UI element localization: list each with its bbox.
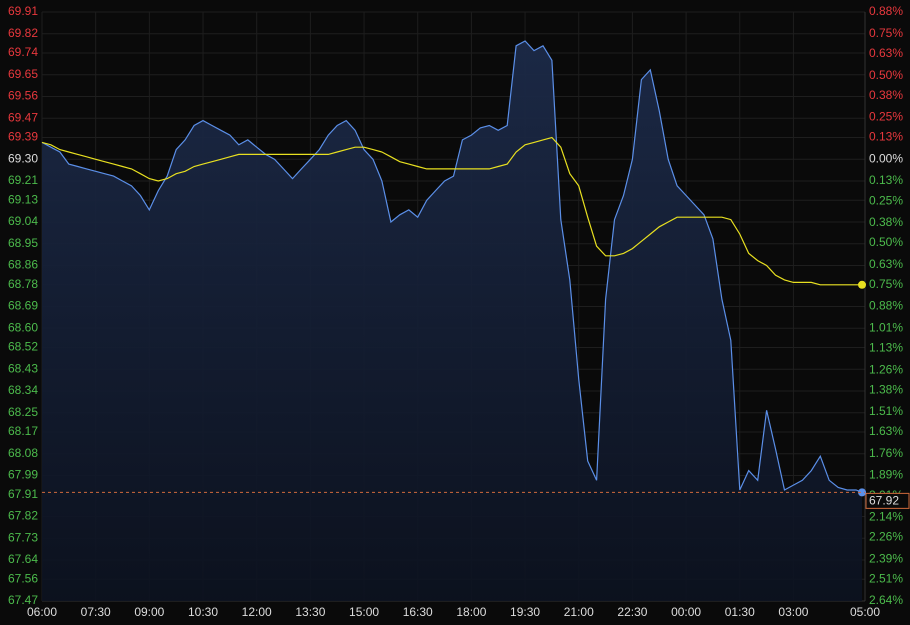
x-tick-label: 21:00	[564, 605, 594, 619]
y2-tick-label: 0.25%	[869, 110, 903, 124]
y-tick-label: 69.21	[8, 173, 38, 187]
y2-tick-label: 2.51%	[869, 571, 903, 585]
y-tick-label: 68.69	[8, 299, 38, 313]
y-tick-label: 69.74	[8, 45, 38, 59]
y-tick-label: 69.13	[8, 192, 38, 206]
y-tick-label: 68.95	[8, 236, 38, 250]
y-tick-label: 69.39	[8, 130, 38, 144]
y2-tick-label: 0.88%	[869, 4, 903, 18]
y2-tick-label: 2.26%	[869, 530, 903, 544]
y-tick-label: 68.43	[8, 361, 38, 375]
y2-tick-label: 0.13%	[869, 173, 903, 187]
y-tick-label: 68.60	[8, 320, 38, 334]
y2-tick-label: 0.50%	[869, 68, 903, 82]
y2-tick-label: 0.00%	[869, 151, 903, 165]
y2-tick-label: 0.50%	[869, 235, 903, 249]
y2-tick-label: 0.25%	[869, 193, 903, 207]
y-tick-label: 69.65	[8, 67, 38, 81]
y-tick-label: 67.64	[8, 552, 38, 566]
y2-tick-label: 0.88%	[869, 299, 903, 313]
y-tick-label: 67.91	[8, 487, 38, 501]
y2-tick-label: 1.63%	[869, 424, 903, 438]
y2-tick-label: 0.75%	[869, 277, 903, 291]
y2-tick-label: 1.13%	[869, 341, 903, 355]
x-tick-label: 07:30	[81, 605, 111, 619]
x-tick-label: 05:00	[850, 605, 880, 619]
y-tick-label: 67.82	[8, 509, 38, 523]
y-tick-label: 68.25	[8, 405, 38, 419]
y-tick-label: 69.56	[8, 89, 38, 103]
y2-tick-label: 0.38%	[869, 88, 903, 102]
last-value-box	[865, 492, 910, 509]
x-tick-label: 12:00	[242, 605, 272, 619]
y-tick-label: 68.78	[8, 277, 38, 291]
y-tick-label: 67.99	[8, 468, 38, 482]
x-tick-label: 13:30	[295, 605, 325, 619]
y2-tick-label: 2.39%	[869, 551, 903, 565]
x-tick-label: 06:00	[27, 605, 57, 619]
y-tick-label: 67.56	[8, 571, 38, 585]
y-tick-label: 68.86	[8, 258, 38, 272]
y2-tick-label: 1.89%	[869, 468, 903, 482]
y-tick-label: 68.52	[8, 340, 38, 354]
last-value-label: 67.92	[869, 494, 899, 508]
line	[41, 136, 862, 286]
line	[41, 40, 863, 493]
x-tick-label: 03:00	[778, 605, 808, 619]
y-tick-label: 68.17	[8, 424, 38, 438]
x-tick-label: 09:00	[134, 605, 164, 619]
x-tick-label: 10:30	[188, 605, 218, 619]
y2-tick-label: 0.75%	[869, 26, 903, 40]
y-tick-label: 68.08	[8, 446, 38, 460]
y2-tick-label: 2.14%	[869, 510, 903, 524]
y2-tick-label: 0.38%	[869, 215, 903, 229]
y-tick-label: 69.82	[8, 26, 38, 40]
y2-tick-label: 0.13%	[869, 130, 903, 144]
x-tick-label: 22:30	[617, 605, 647, 619]
x-tick-label: 01:30	[725, 605, 755, 619]
y2-tick-label: 1.38%	[869, 382, 903, 396]
y2-tick-label: 0.63%	[869, 257, 903, 271]
y2-tick-label: 1.01%	[869, 320, 903, 334]
y-tick-label: 69.04	[8, 214, 38, 228]
y-tick-label: 67.73	[8, 530, 38, 544]
last-marker	[858, 280, 867, 289]
x-tick-label: 00:00	[671, 605, 701, 619]
area	[42, 41, 862, 601]
x-tick-label: 18:00	[456, 605, 486, 619]
last-marker	[858, 488, 867, 497]
y2-tick-label: 0.63%	[869, 46, 903, 60]
y-tick-label: 69.47	[8, 110, 38, 124]
x-tick-label: 16:30	[403, 605, 433, 619]
y2-tick-label: 2.64%	[869, 593, 903, 607]
y-tick-label: 69.30	[8, 151, 38, 165]
y2-tick-label: 1.26%	[869, 362, 903, 376]
x-tick-label: 19:30	[510, 605, 540, 619]
y2-tick-label: 1.51%	[869, 404, 903, 418]
y-tick-label: 67.47	[8, 593, 38, 607]
y-tick-label: 68.34	[8, 383, 38, 397]
y2-tick-label: 1.76%	[869, 446, 903, 460]
y-tick-label: 69.91	[8, 4, 38, 18]
x-tick-label: 15:00	[349, 605, 379, 619]
